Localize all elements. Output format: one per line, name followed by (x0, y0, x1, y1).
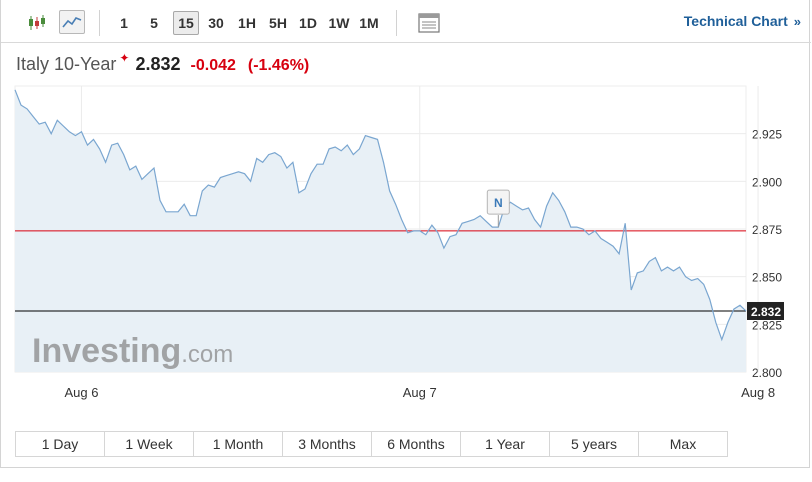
news-marker-label: N (494, 196, 503, 210)
price-chart[interactable]: 2.800 2.825 2.850 2.875 2.900 2.925 Aug 6 Aug 7… (1, 82, 812, 412)
y-tick-label: 2.825 (752, 318, 782, 332)
investing-watermark: Investing.com (32, 332, 233, 370)
table-view-icon[interactable] (416, 11, 442, 35)
x-tick-label: Aug 6 (64, 385, 98, 400)
price-change-percent: (-1.46%) (247, 57, 310, 74)
timeframe-5h[interactable]: 5H (269, 15, 287, 31)
instrument-name: Italy 10-Year (16, 54, 117, 74)
last-price: 2.832 (135, 54, 181, 74)
range-3-months[interactable]: 3 Months (283, 432, 372, 456)
double-chevron-right-icon: » (793, 14, 801, 29)
range-1-year[interactable]: 1 Year (461, 432, 550, 456)
timeframe-15[interactable]: 15 (173, 11, 199, 35)
technical-chart-label: Technical Chart (683, 13, 788, 29)
last-price-tag (747, 301, 784, 320)
x-tick-label: Aug 7 (403, 385, 437, 400)
chart-toolbar: 1 5 15 30 1H 5H 1D 1W 1M Technical Chart… (1, 0, 811, 43)
technical-chart-link[interactable]: Technical Chart » (684, 13, 801, 29)
y-tick-label: 2.900 (752, 175, 782, 189)
range-max[interactable]: Max (669, 436, 697, 452)
y-tick-label: 2.925 (752, 128, 782, 142)
instrument-header: Italy 10-Year ✦ 2.832 -0.042 (-1.46%) (16, 51, 310, 78)
toolbar-divider (396, 10, 397, 36)
timeframe-30[interactable]: 30 (208, 15, 224, 31)
range-1-day[interactable]: 1 Day (16, 432, 105, 456)
candlestick-chart-icon[interactable] (25, 10, 49, 36)
timeframe-5[interactable]: 5 (150, 15, 158, 31)
timeframe-1d[interactable]: 1D (299, 15, 317, 31)
timeframe-1[interactable]: 1 (120, 15, 128, 31)
delayed-data-pin-icon: ✦ (119, 51, 130, 65)
timeframe-1m[interactable]: 1M (359, 15, 379, 31)
line-chart-icon[interactable] (59, 10, 85, 34)
range-1-week[interactable]: 1 Week (105, 432, 194, 456)
price-line (14, 89, 747, 342)
timeframe-1h[interactable]: 1H (238, 15, 256, 31)
chart-widget: 1 5 15 30 1H 5H 1D 1W 1M Technical Chart… (0, 0, 812, 468)
timeframe-1w[interactable]: 1W (328, 15, 350, 31)
range-5-years[interactable]: 5 years (550, 432, 639, 456)
range-selector: 1 Day 1 Week 1 Month 3 Months 6 Months 1… (15, 431, 728, 457)
last-price-tag-label: 2.832 (751, 305, 781, 319)
range-1-month[interactable]: 1 Month (194, 432, 283, 456)
news-marker[interactable] (486, 189, 510, 215)
y-tick-label: 2.850 (752, 271, 782, 285)
y-tick-label: 2.800 (752, 366, 782, 380)
range-6-months[interactable]: 6 Months (372, 432, 461, 456)
toolbar-divider (99, 10, 100, 36)
y-tick-label: 2.875 (752, 223, 782, 237)
x-tick-label: Aug 8 (741, 385, 775, 400)
price-change: -0.042 (190, 57, 236, 74)
